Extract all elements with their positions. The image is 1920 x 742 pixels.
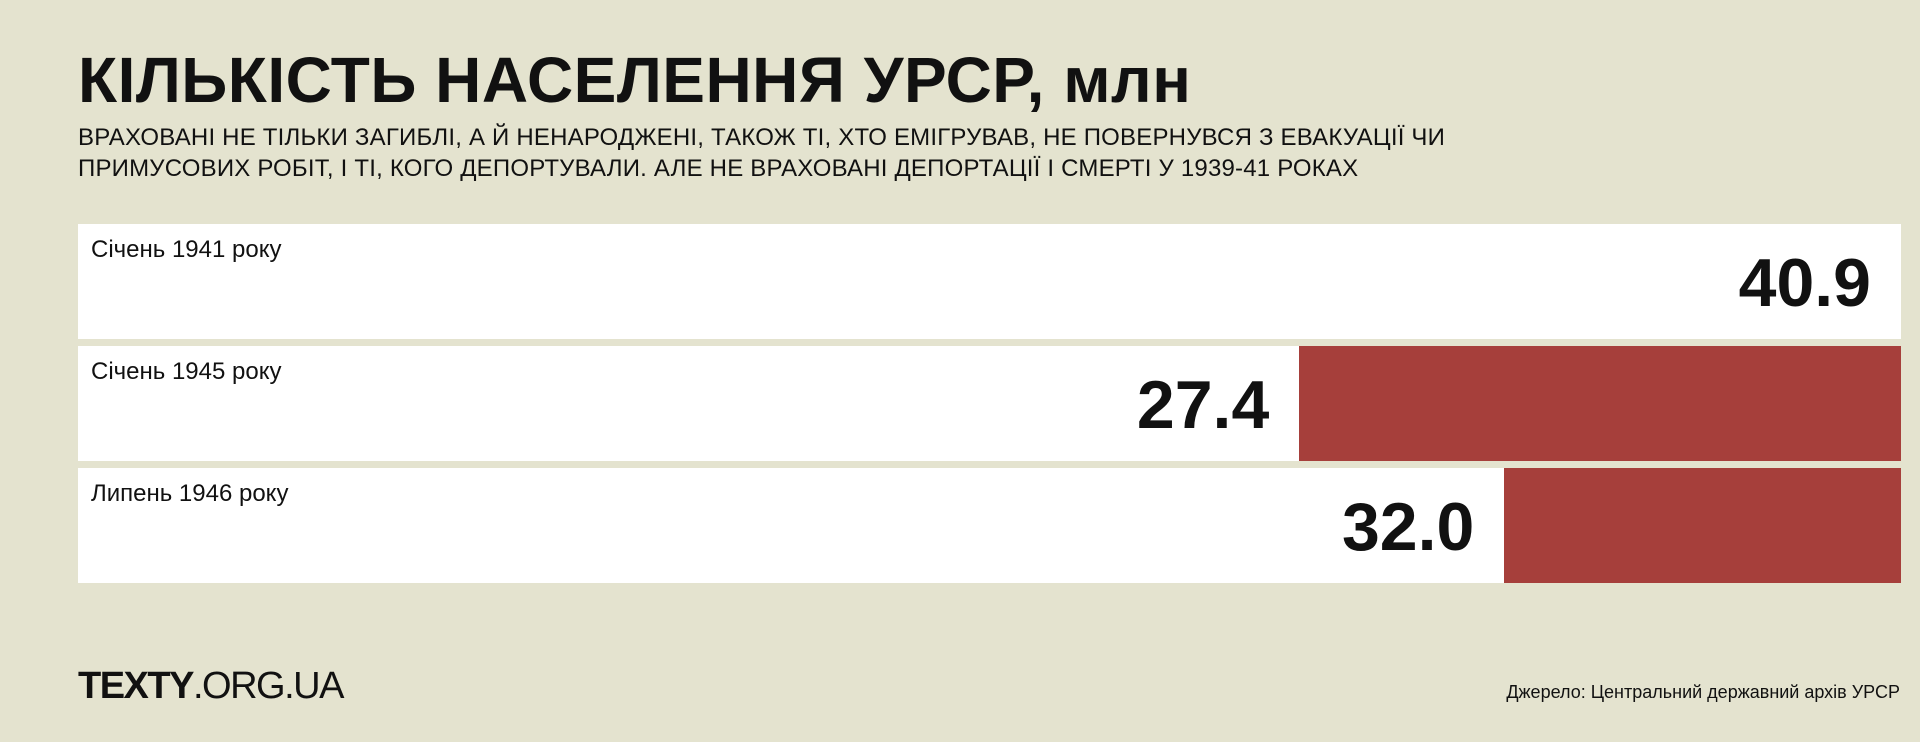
population-loss-bar — [1299, 346, 1901, 461]
logo-domain-text: .ORG.UA — [192, 665, 344, 707]
bar-value-label: 27.4 — [1136, 367, 1270, 443]
population-bar-chart: Січень 1941 року 40.9 Січень 1945 року 27.4… — [78, 224, 1901, 590]
texty-logo: TEXTY.ORG.UA — [78, 664, 344, 708]
population-loss-bar — [1504, 468, 1901, 583]
bar-category-label: Січень 1945 року — [91, 358, 282, 385]
bar-row: Січень 1941 року 40.9 — [78, 224, 1901, 339]
bar-category-label: Січень 1941 року — [91, 236, 282, 263]
bar-value-label: 32.0 — [1341, 489, 1475, 565]
bar-row: Січень 1945 року 27.4 — [78, 346, 1901, 461]
bar-row: Липень 1946 року 32.0 — [78, 468, 1901, 583]
chart-subtitle: ВРАХОВАНІ НЕ ТІЛЬКИ ЗАГИБЛІ, А Й НЕНАРОД… — [78, 124, 1446, 182]
bar-value-label: 40.9 — [1738, 245, 1871, 321]
chart-title: КІЛЬКІСТЬ НАСЕЛЕННЯ УРСР, млн — [78, 44, 1192, 116]
logo-bold-text: TEXTY — [78, 665, 194, 707]
bar-category-label: Липень 1946 року — [91, 480, 289, 507]
source-note: Джерело: Центральний державний архів УРС… — [1506, 682, 1900, 702]
